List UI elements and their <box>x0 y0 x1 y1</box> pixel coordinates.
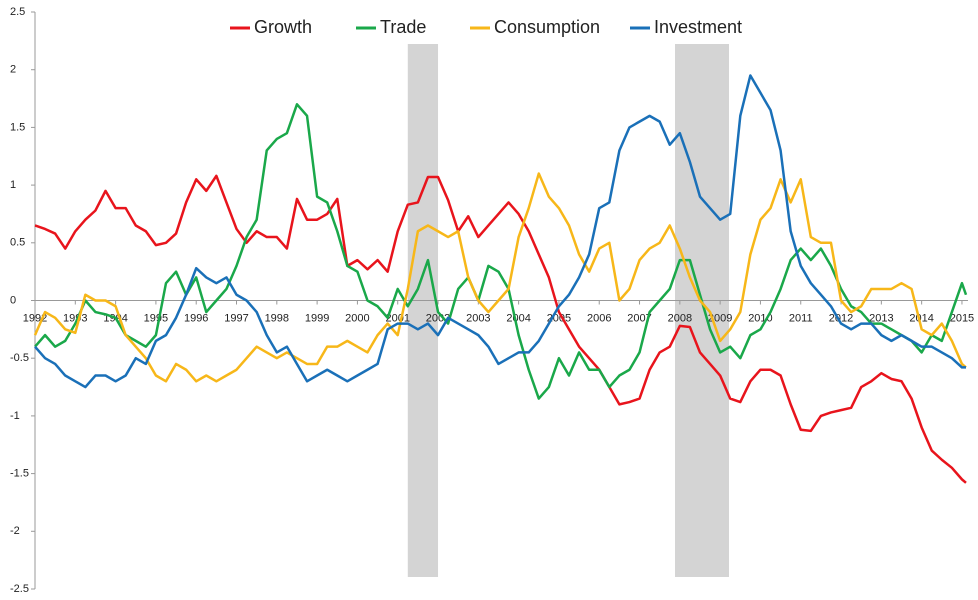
x-tick-label: 2004 <box>506 312 530 324</box>
x-tick-label: 1996 <box>184 312 208 324</box>
legend-label: Consumption <box>494 17 600 37</box>
x-tick-label: 2003 <box>466 312 490 324</box>
x-tick-label: 1999 <box>305 312 329 324</box>
series-line <box>34 103 968 400</box>
legend-label: Investment <box>654 17 742 37</box>
x-tick-label: 1997 <box>224 312 248 324</box>
series-line <box>34 74 966 389</box>
x-tick-label: 2011 <box>789 312 813 324</box>
x-tick-label: 2015 <box>950 312 974 324</box>
y-tick-label: 0 <box>10 294 16 306</box>
x-tick-label: 2001 <box>385 312 409 324</box>
y-tick-label: 2 <box>10 64 16 76</box>
y-tick-label: -0.5 <box>10 352 29 364</box>
x-tick-label: 2007 <box>627 312 651 324</box>
series-line <box>33 172 967 383</box>
legend-label: Trade <box>380 17 426 37</box>
shaded-period <box>407 44 439 577</box>
x-tick-label: 2014 <box>909 312 933 324</box>
x-tick-label: 2010 <box>748 312 772 324</box>
x-tick-label: 2008 <box>668 312 692 324</box>
x-tick-label: 1998 <box>265 312 289 324</box>
y-tick-label: 2.5 <box>10 6 25 18</box>
x-tick-label: 2000 <box>345 312 369 324</box>
y-tick-label: -1.5 <box>10 468 29 480</box>
y-tick-label: -1 <box>10 410 20 422</box>
x-tick-label: 1995 <box>144 312 168 324</box>
y-tick-label: -2 <box>10 525 20 537</box>
x-tick-label: 2013 <box>869 312 893 324</box>
x-tick-label: 1993 <box>63 312 87 324</box>
y-tick-label: 0.5 <box>10 237 25 249</box>
y-tick-label: -2.5 <box>10 583 29 595</box>
legend-label: Growth <box>254 17 312 37</box>
y-tick-label: 1.5 <box>10 121 25 133</box>
x-tick-label: 2006 <box>587 312 611 324</box>
x-tick-label: 2002 <box>426 312 450 324</box>
y-tick-label: 1 <box>10 179 16 191</box>
shaded-period <box>675 44 730 577</box>
series-line <box>34 174 967 484</box>
